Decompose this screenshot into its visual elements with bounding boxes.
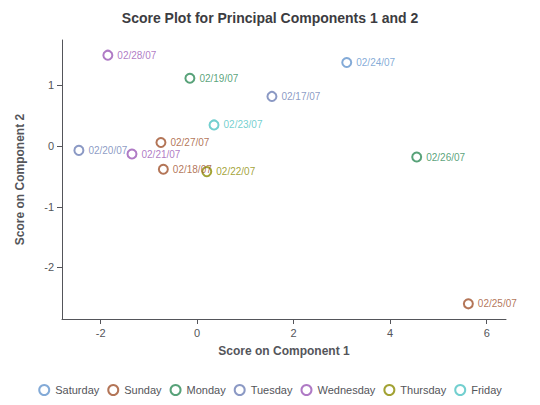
svg-text:Tuesday: Tuesday [251, 384, 293, 396]
svg-text:02/19/07: 02/19/07 [199, 73, 238, 84]
svg-text:02/21/07: 02/21/07 [141, 149, 180, 160]
svg-text:02/22/07: 02/22/07 [216, 166, 255, 177]
svg-text:Thursday: Thursday [400, 384, 446, 396]
svg-text:0: 0 [194, 327, 200, 339]
svg-text:1: 1 [48, 79, 54, 91]
svg-text:2: 2 [291, 327, 297, 339]
svg-text:Sunday: Sunday [124, 384, 162, 396]
svg-text:02/18/07: 02/18/07 [173, 164, 212, 175]
svg-text:Score on Component 1: Score on Component 1 [218, 344, 350, 358]
svg-text:02/26/07: 02/26/07 [426, 152, 465, 163]
svg-text:Score on Component 2: Score on Component 2 [13, 114, 27, 246]
svg-text:02/20/07: 02/20/07 [88, 145, 127, 156]
svg-text:02/23/07: 02/23/07 [224, 119, 263, 130]
svg-text:Friday: Friday [471, 384, 502, 396]
svg-text:Wednesday: Wednesday [317, 384, 375, 396]
svg-text:02/27/07: 02/27/07 [170, 137, 209, 148]
svg-text:0: 0 [48, 140, 54, 152]
svg-text:Monday: Monday [187, 384, 227, 396]
svg-text:02/24/07: 02/24/07 [356, 57, 395, 68]
svg-text:02/28/07: 02/28/07 [117, 50, 156, 61]
svg-text:02/17/07: 02/17/07 [281, 91, 320, 102]
svg-text:Saturday: Saturday [55, 384, 100, 396]
svg-text:-1: -1 [44, 201, 54, 213]
svg-text:6: 6 [484, 327, 490, 339]
svg-text:-2: -2 [96, 327, 106, 339]
svg-text:4: 4 [387, 327, 393, 339]
svg-text:02/25/07: 02/25/07 [478, 298, 517, 309]
svg-text:Score Plot for Principal Compo: Score Plot for Principal Components 1 an… [122, 10, 419, 26]
svg-text:-2: -2 [44, 261, 54, 273]
